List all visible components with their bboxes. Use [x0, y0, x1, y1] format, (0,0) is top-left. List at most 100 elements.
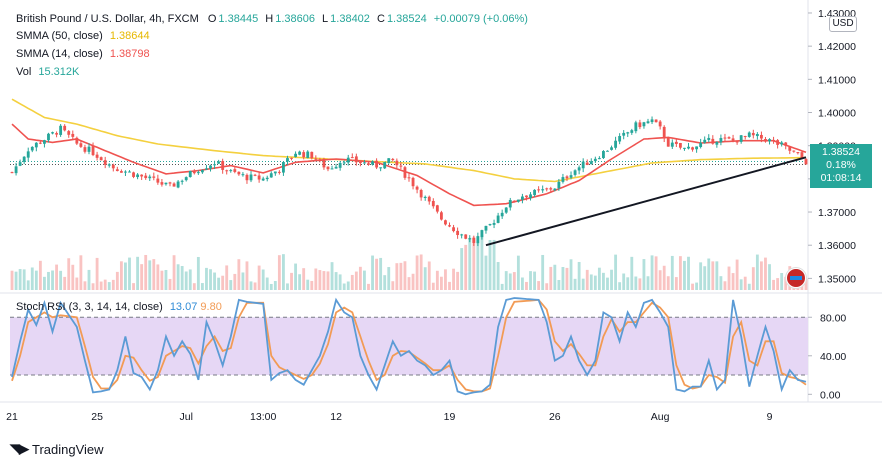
volume-bar [703, 266, 707, 290]
candle-body [383, 161, 387, 169]
smma50-label: SMMA (50, close) [16, 30, 103, 42]
candle-body [537, 189, 541, 191]
candle-body [269, 173, 273, 178]
candle-body [658, 121, 662, 127]
volume-bar [298, 274, 302, 290]
candle-body [496, 215, 500, 223]
volume-bar [379, 257, 383, 290]
volume-bar [751, 267, 755, 290]
volume-bar [772, 279, 775, 290]
volume-bar [569, 259, 573, 290]
candle-body [452, 227, 455, 232]
volume-bar [286, 283, 289, 290]
volume-bar [265, 277, 269, 290]
currency-button[interactable]: USD [829, 16, 857, 32]
candle-body [354, 156, 358, 163]
stoch-legend[interactable]: Stoch RSI (3, 3, 14, 14, close) 13.07 9.… [16, 301, 222, 313]
volume-bar [67, 258, 71, 290]
candle-body [719, 138, 723, 143]
candle-body [395, 160, 399, 166]
volume-bar [38, 260, 42, 290]
volume-bar [55, 264, 59, 290]
trendline[interactable] [485, 156, 807, 247]
candle-body [683, 147, 686, 149]
trendline-layer[interactable] [485, 156, 807, 247]
volume-bar [119, 261, 123, 290]
time-tick-label: 25 [91, 411, 103, 423]
volume-bar [132, 283, 135, 290]
candle-body [444, 220, 447, 225]
candle-body [666, 138, 670, 147]
candle-body [768, 139, 771, 142]
volume-bar [330, 262, 334, 290]
candle-body [488, 224, 492, 226]
candle-body [792, 150, 796, 152]
candle-body [492, 222, 496, 225]
volume-bar [597, 267, 601, 290]
candle-body [47, 133, 50, 141]
volume-bar [743, 276, 747, 290]
candle-body [618, 136, 622, 142]
candle-body [695, 146, 699, 150]
tradingview-logo[interactable]: ◥▶ TradingView [10, 441, 104, 457]
volume-bar [358, 266, 362, 290]
candle-body [318, 159, 322, 161]
volume-bar [488, 240, 492, 290]
candle-body [136, 174, 140, 178]
volume-bar [107, 282, 111, 290]
candle-body [196, 172, 200, 174]
smma14-legend[interactable]: SMMA (14, close) 1.38798 [16, 48, 150, 60]
volume-bar [172, 255, 176, 290]
volume-bar [593, 275, 597, 290]
volume-bar [350, 274, 354, 290]
time-tick-label: Jul [179, 411, 192, 423]
candle-body [375, 160, 379, 168]
volume-bar [662, 265, 666, 290]
candle-body [367, 163, 370, 165]
candle-body [512, 200, 516, 202]
volume-bar [168, 278, 172, 290]
volume-bar [391, 281, 395, 290]
volume-bar [63, 276, 67, 290]
candle-body [75, 137, 79, 144]
close-value: 1.38524 [386, 13, 427, 25]
candle-body [282, 162, 285, 173]
volume-bar [683, 260, 686, 290]
gbp-usd-flag-icon[interactable] [786, 268, 806, 288]
candles[interactable] [10, 116, 808, 247]
time-tick-label: 12 [330, 411, 342, 423]
smma50-value: 1.38644 [109, 30, 150, 42]
volume-bar [545, 283, 549, 290]
candle-body [439, 212, 443, 220]
volume-bar [411, 273, 415, 290]
volume-bar [261, 269, 265, 290]
volume-bar [638, 278, 642, 290]
candle-body [614, 140, 618, 148]
candle-body [265, 177, 269, 180]
symbol-name[interactable]: British Pound / U.S. Dollar, 4h, FXCM [16, 13, 199, 25]
candle-body [38, 142, 42, 144]
volume-bar [739, 279, 743, 290]
candle-body [573, 170, 577, 175]
candle-body [784, 142, 788, 146]
candle-body [10, 172, 14, 174]
candle-body [213, 164, 216, 166]
volume-bar [71, 264, 75, 290]
volume-bar [512, 272, 516, 290]
candle-body [593, 158, 597, 162]
volume-bar [472, 236, 476, 290]
volume-bar [136, 256, 140, 290]
volume-bar [47, 271, 50, 290]
candle-body [464, 234, 468, 239]
volume-bar [468, 237, 472, 290]
candle-body [610, 147, 613, 150]
volume-legend[interactable]: Vol 15.312K [16, 66, 79, 78]
price-tick-label: 1.41000 [818, 74, 856, 86]
last-price: 1.38524 [822, 146, 860, 158]
volume-bar [91, 283, 95, 290]
candle-body [735, 140, 739, 143]
smma50-legend[interactable]: SMMA (50, close) 1.38644 [16, 30, 150, 42]
time-tick-label: 26 [549, 411, 561, 423]
